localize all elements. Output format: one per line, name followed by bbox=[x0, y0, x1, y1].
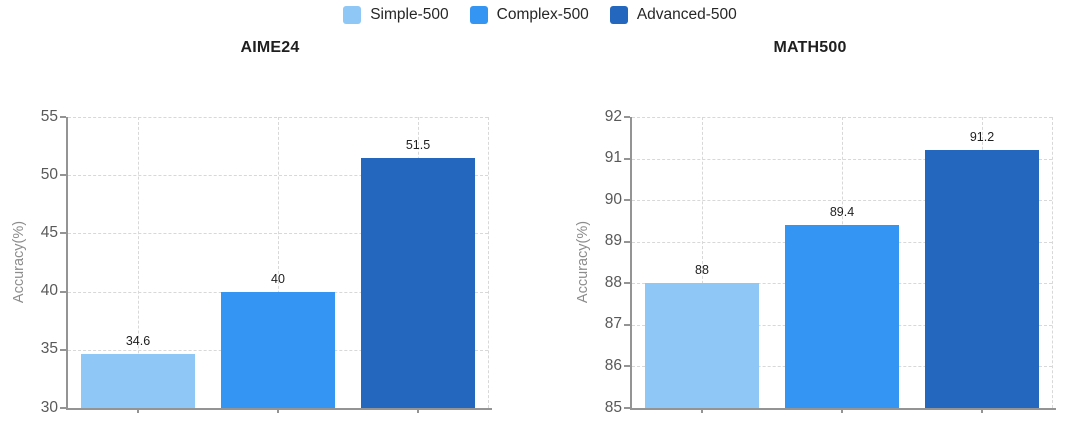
plot-area: 30 35 40 45 50 55 34.6 40 51.5 bbox=[41, 108, 492, 416]
x-tick-mark bbox=[137, 408, 139, 413]
x-tick-mark bbox=[701, 408, 703, 413]
y-tick-mark bbox=[60, 348, 66, 351]
chart-aime24: AIME24 Accuracy(%) 30 35 40 45 50 55 34.6 40 51.… bbox=[11, 39, 492, 416]
y-tick-label: 40 bbox=[40, 282, 58, 300]
bar-value-label: 40 bbox=[271, 271, 285, 286]
x-tick-mark bbox=[841, 408, 843, 413]
y-tick-label: 91 bbox=[604, 149, 622, 167]
y-tick-mark bbox=[624, 116, 630, 118]
y-tick-label: 89 bbox=[604, 232, 622, 250]
y-tick-label: 87 bbox=[604, 315, 622, 333]
legend-item-complex-500: Complex-500 bbox=[469, 6, 589, 24]
y-tick-label: 86 bbox=[604, 356, 622, 374]
y-tick-label: 90 bbox=[604, 190, 622, 208]
legend-swatch-advanced-500-icon bbox=[609, 6, 628, 24]
plot-right-border bbox=[1052, 117, 1053, 408]
y-tick-mark bbox=[624, 282, 630, 285]
y-tick-label: 92 bbox=[604, 107, 622, 125]
y-axis-label: Accuracy(%) bbox=[11, 220, 27, 304]
x-axis-line bbox=[66, 408, 492, 410]
bar-value-label: 89.4 bbox=[829, 205, 855, 220]
y-tick-mark bbox=[624, 240, 630, 243]
y-axis-line bbox=[630, 117, 632, 408]
legend-label: Simple-500 bbox=[370, 6, 449, 23]
legend-item-advanced-500: Advanced-500 bbox=[609, 6, 737, 24]
legend-label: Advanced-500 bbox=[636, 6, 737, 23]
x-tick-mark bbox=[417, 408, 419, 413]
legend-item-simple-500: Simple-500 bbox=[343, 6, 449, 24]
y-tick-label: 85 bbox=[604, 398, 622, 416]
bar-simple-500 bbox=[81, 354, 195, 408]
legend: Simple-500 Complex-500 Advanced-500 bbox=[0, 4, 1080, 26]
y-tick-mark bbox=[624, 365, 630, 368]
y-tick-mark bbox=[60, 174, 66, 177]
chart-title: AIME24 bbox=[240, 39, 300, 56]
legend-swatch-complex-500-icon bbox=[469, 6, 488, 24]
x-axis-line bbox=[630, 408, 1056, 410]
bar-complex-500 bbox=[221, 291, 335, 408]
y-tick-mark bbox=[624, 199, 630, 202]
legend-label: Complex-500 bbox=[496, 6, 589, 23]
y-tick-label: 88 bbox=[604, 273, 622, 291]
chart-math500: MATH500 Accuracy(%) 85 86 87 88 89 90 91 92 88 89… bbox=[540, 0, 1080, 425]
x-tick-mark bbox=[981, 408, 983, 413]
bar-simple-500 bbox=[645, 283, 759, 408]
y-tick-label: 30 bbox=[40, 398, 58, 416]
plot-area: 85 86 87 88 89 90 91 92 88 89.4 91.2 bbox=[605, 108, 1056, 416]
legend-swatch-simple-500-icon bbox=[343, 6, 362, 24]
chart-title: MATH500 bbox=[773, 39, 847, 56]
y-tick-label: 55 bbox=[40, 107, 58, 125]
bar-advanced-500 bbox=[925, 150, 1039, 408]
x-gridline bbox=[278, 117, 279, 408]
y-tick-label: 45 bbox=[40, 223, 58, 241]
y-tick-mark bbox=[624, 323, 630, 326]
x-gridline bbox=[702, 117, 703, 408]
y-tick-mark bbox=[624, 157, 630, 160]
bar-complex-500 bbox=[785, 225, 899, 408]
y-tick-mark bbox=[60, 232, 66, 235]
plot-right-border bbox=[488, 117, 489, 408]
bar-value-label: 88 bbox=[695, 263, 709, 278]
x-tick-mark bbox=[277, 408, 279, 413]
bar-value-label: 34.6 bbox=[125, 334, 151, 349]
y-tick-mark bbox=[60, 407, 66, 409]
y-axis-line bbox=[66, 117, 68, 408]
bar-value-label: 51.5 bbox=[405, 137, 431, 152]
x-gridline bbox=[138, 117, 139, 408]
y-tick-label: 50 bbox=[40, 165, 58, 183]
bar-advanced-500 bbox=[361, 157, 475, 408]
y-tick-mark bbox=[60, 290, 66, 293]
y-tick-label: 35 bbox=[40, 340, 58, 358]
bar-value-label: 91.2 bbox=[969, 130, 995, 145]
y-tick-mark bbox=[624, 407, 630, 409]
y-tick-mark bbox=[60, 116, 66, 118]
